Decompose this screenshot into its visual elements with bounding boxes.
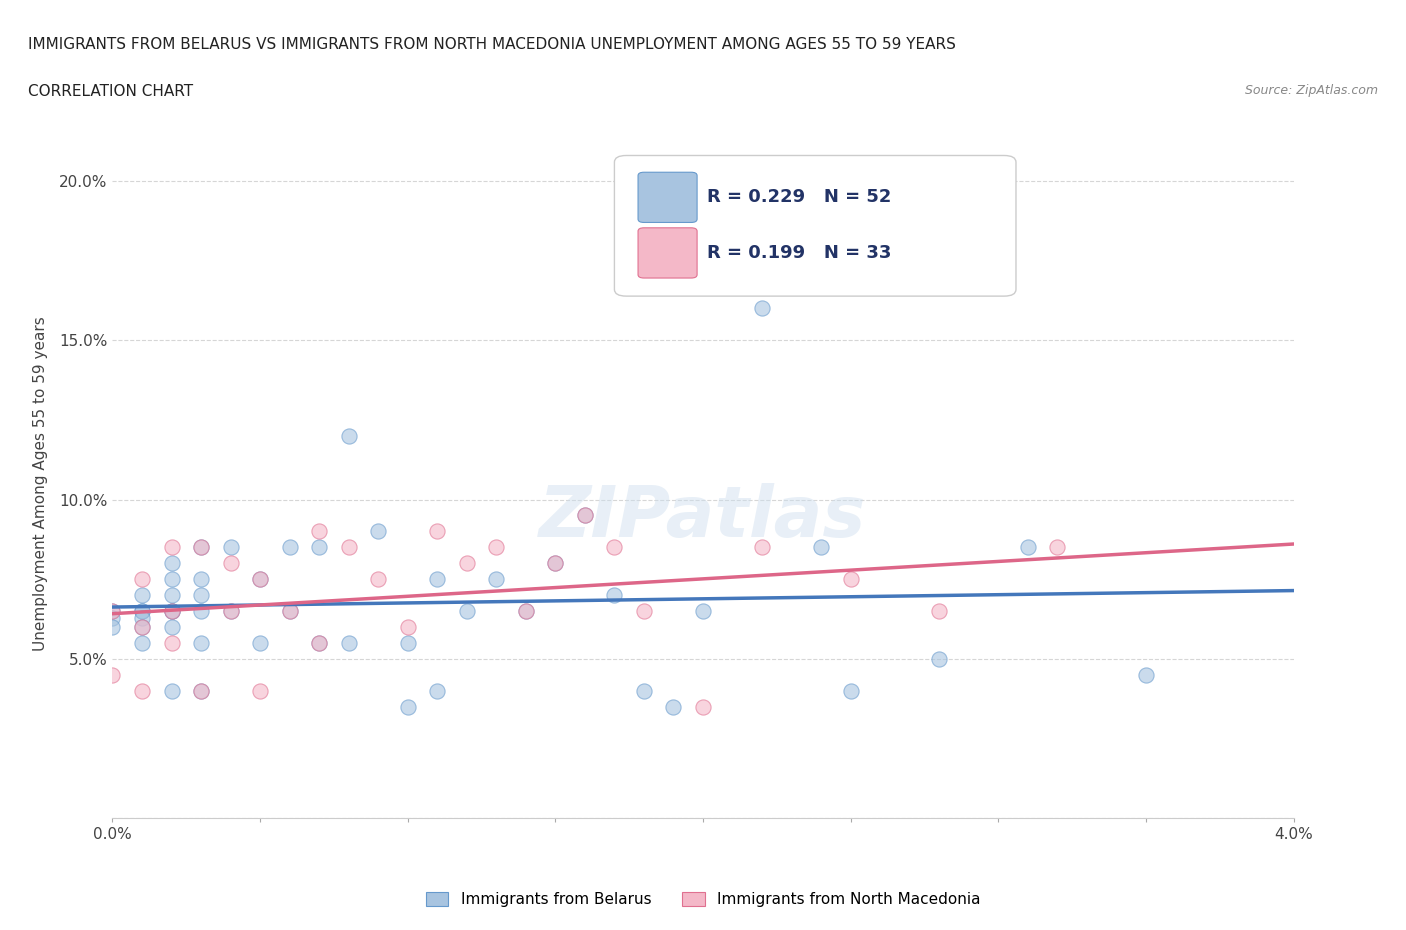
Point	[810, 540, 832, 555]
Point	[101, 619, 124, 634]
Point	[101, 610, 124, 625]
Point	[131, 588, 153, 603]
Text: ZIPatlas: ZIPatlas	[540, 483, 866, 551]
Point	[426, 684, 449, 698]
Point	[337, 635, 360, 650]
Point	[839, 572, 862, 587]
Point	[337, 540, 360, 555]
Point	[574, 508, 596, 523]
Point	[190, 588, 212, 603]
Legend: Immigrants from Belarus, Immigrants from North Macedonia: Immigrants from Belarus, Immigrants from…	[419, 886, 987, 913]
Point	[456, 556, 478, 571]
Point	[249, 572, 271, 587]
Point	[131, 604, 153, 618]
Point	[544, 556, 567, 571]
Point	[160, 604, 183, 618]
Point	[249, 572, 271, 587]
Point	[101, 668, 124, 683]
Point	[278, 540, 301, 555]
Point	[751, 300, 773, 315]
Point	[160, 604, 183, 618]
Point	[426, 572, 449, 587]
Point	[308, 540, 330, 555]
Point	[515, 604, 537, 618]
Point	[367, 524, 389, 538]
Point	[219, 604, 242, 618]
Point	[190, 684, 212, 698]
Point	[485, 572, 508, 587]
Point	[308, 635, 330, 650]
Y-axis label: Unemployment Among Ages 55 to 59 years: Unemployment Among Ages 55 to 59 years	[34, 316, 48, 651]
Point	[160, 572, 183, 587]
Point	[219, 604, 242, 618]
Point	[396, 619, 419, 634]
Point	[308, 524, 330, 538]
Point	[928, 652, 950, 667]
FancyBboxPatch shape	[638, 172, 697, 222]
Point	[426, 524, 449, 538]
Point	[839, 684, 862, 698]
Point	[160, 588, 183, 603]
Point	[456, 604, 478, 618]
Point	[337, 429, 360, 444]
FancyBboxPatch shape	[638, 228, 697, 278]
Point	[515, 604, 537, 618]
Point	[1017, 540, 1039, 555]
Point	[131, 619, 153, 634]
Text: R = 0.229   N = 52: R = 0.229 N = 52	[707, 188, 891, 206]
Text: Source: ZipAtlas.com: Source: ZipAtlas.com	[1244, 84, 1378, 97]
Point	[278, 604, 301, 618]
Point	[131, 635, 153, 650]
Point	[131, 610, 153, 625]
Point	[160, 635, 183, 650]
Point	[249, 684, 271, 698]
Point	[633, 604, 655, 618]
Point	[131, 684, 153, 698]
Point	[101, 604, 124, 618]
Point	[160, 604, 183, 618]
Point	[544, 556, 567, 571]
Point	[662, 699, 685, 714]
Point	[1046, 540, 1069, 555]
Point	[131, 619, 153, 634]
Point	[249, 635, 271, 650]
Point	[396, 635, 419, 650]
Point	[131, 604, 153, 618]
Point	[160, 556, 183, 571]
Point	[160, 684, 183, 698]
Point	[219, 556, 242, 571]
Point	[485, 540, 508, 555]
Point	[308, 635, 330, 650]
Point	[1135, 668, 1157, 683]
Point	[633, 684, 655, 698]
Point	[928, 604, 950, 618]
Point	[131, 572, 153, 587]
Point	[190, 684, 212, 698]
Point	[219, 540, 242, 555]
Point	[190, 604, 212, 618]
Text: IMMIGRANTS FROM BELARUS VS IMMIGRANTS FROM NORTH MACEDONIA UNEMPLOYMENT AMONG AG: IMMIGRANTS FROM BELARUS VS IMMIGRANTS FR…	[28, 37, 956, 52]
Point	[160, 619, 183, 634]
Point	[574, 508, 596, 523]
Point	[751, 540, 773, 555]
Point	[190, 572, 212, 587]
Point	[278, 604, 301, 618]
Point	[190, 540, 212, 555]
Point	[603, 588, 626, 603]
Point	[190, 540, 212, 555]
Point	[190, 635, 212, 650]
Point	[101, 604, 124, 618]
Point	[603, 540, 626, 555]
Text: R = 0.199   N = 33: R = 0.199 N = 33	[707, 244, 891, 261]
Point	[692, 699, 714, 714]
Point	[692, 604, 714, 618]
Point	[396, 699, 419, 714]
Text: CORRELATION CHART: CORRELATION CHART	[28, 84, 193, 99]
FancyBboxPatch shape	[614, 155, 1017, 296]
Point	[367, 572, 389, 587]
Point	[160, 540, 183, 555]
